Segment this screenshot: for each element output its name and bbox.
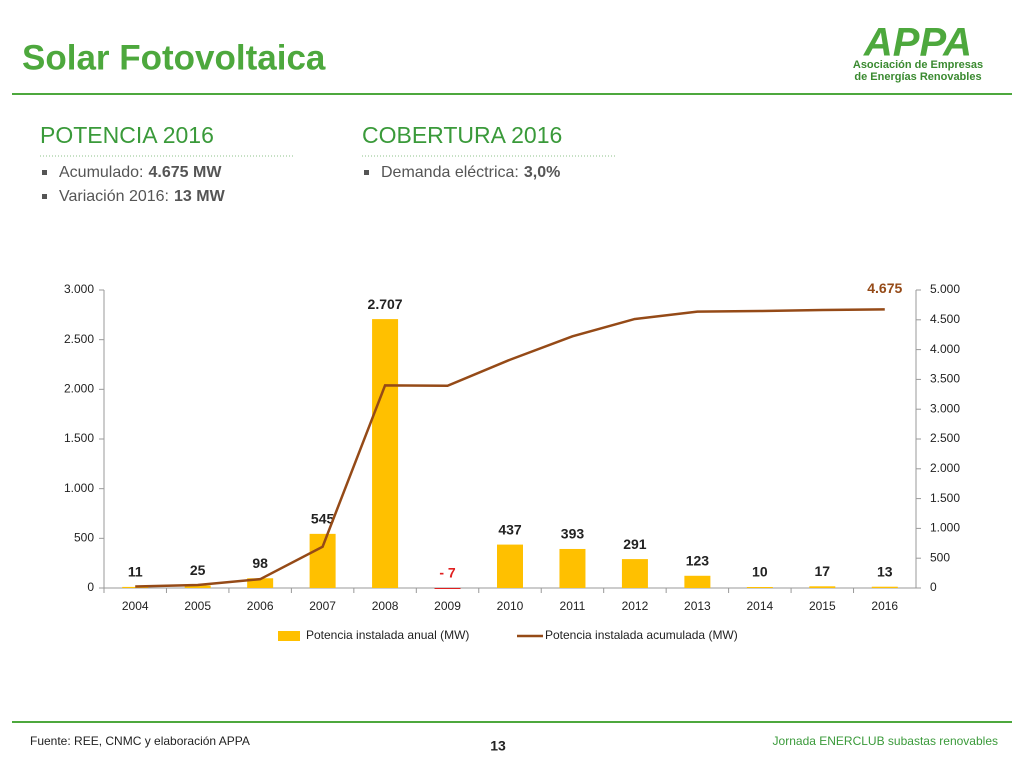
x-tick-label: 2012 bbox=[622, 599, 649, 613]
bullet-marker bbox=[42, 194, 47, 199]
x-tick-label: 2009 bbox=[434, 599, 461, 613]
bullet-text: Variación 2016: 13 MW bbox=[59, 188, 226, 205]
x-tick-label: 2016 bbox=[871, 599, 898, 613]
line-value-label: 4.675 bbox=[867, 280, 902, 296]
y2-tick-label: 5.000 bbox=[930, 282, 960, 296]
bar bbox=[122, 586, 149, 588]
chart: 0 500 1.000 1.500 2.000 2.500 3.000 0 500 1.000 1.… bbox=[64, 280, 960, 642]
bar bbox=[746, 587, 773, 589]
bar-value-label: 291 bbox=[623, 536, 647, 552]
bar bbox=[621, 559, 648, 588]
bullet-text: Acumulado: 4.675 MW bbox=[59, 164, 222, 181]
x-tick-label: 2013 bbox=[684, 599, 711, 613]
bar bbox=[684, 575, 711, 588]
y2-tick-label: 1.000 bbox=[930, 521, 960, 535]
y2-tick-label: 4.000 bbox=[930, 342, 960, 356]
y2-tick-label: 3.000 bbox=[930, 401, 960, 415]
bar bbox=[559, 548, 586, 588]
section-heading: COBERTURA 2016 bbox=[362, 122, 562, 148]
bar bbox=[309, 533, 336, 588]
bullet-value: 3,0% bbox=[524, 164, 560, 181]
logo-text: Asociación de Empresas bbox=[853, 59, 983, 71]
y-tick-label: 500 bbox=[74, 531, 94, 545]
logo-text: de Energías Renovables bbox=[854, 71, 981, 83]
legend-swatch bbox=[278, 631, 300, 641]
slide-title: Solar Fotovoltaica bbox=[22, 38, 326, 77]
bullet-value: 13 MW bbox=[174, 188, 226, 205]
y2-tick-label: 1.500 bbox=[930, 491, 960, 505]
bullet-marker bbox=[42, 170, 47, 175]
bar-value-label: 123 bbox=[686, 552, 710, 568]
bar-value-label: - 7 bbox=[439, 565, 456, 581]
bar bbox=[372, 319, 399, 588]
bullet-label: Acumulado: bbox=[59, 164, 144, 181]
x-tick-label: 2004 bbox=[122, 599, 149, 613]
bar bbox=[809, 586, 836, 588]
y2-tick-label: 500 bbox=[930, 550, 950, 564]
bullet-label: Demanda eléctrica: bbox=[381, 164, 519, 181]
bullet-text: Demanda eléctrica: 3,0% bbox=[381, 164, 560, 181]
x-tick-label: 2011 bbox=[560, 599, 586, 613]
x-tick-label: 2006 bbox=[247, 599, 274, 613]
bar-value-label: 25 bbox=[190, 562, 206, 578]
logo: APPA bbox=[863, 21, 972, 65]
x-tick-label: 2008 bbox=[372, 599, 399, 613]
y2-tick-label: 4.500 bbox=[930, 312, 960, 326]
bar-value-label: 98 bbox=[252, 555, 268, 571]
y-tick-label: 3.000 bbox=[64, 282, 94, 296]
footer-event: Jornada ENERCLUB subastas renovables bbox=[773, 734, 998, 748]
bar bbox=[434, 588, 461, 589]
y-tick-label: 1.000 bbox=[64, 481, 94, 495]
bar-value-label: 10 bbox=[752, 564, 768, 580]
bar bbox=[871, 586, 898, 588]
bullet-marker bbox=[364, 170, 369, 175]
bar bbox=[184, 585, 211, 588]
bar-value-label: 11 bbox=[128, 564, 143, 580]
section-heading: POTENCIA 2016 bbox=[40, 122, 214, 148]
x-tick-label: 2014 bbox=[746, 599, 773, 613]
bar-value-label: 393 bbox=[561, 526, 585, 542]
y2-tick-label: 0 bbox=[930, 580, 937, 594]
x-tick-label: 2007 bbox=[309, 599, 336, 613]
bullet-value: 4.675 MW bbox=[149, 164, 223, 181]
bar-value-label: 13 bbox=[877, 563, 893, 579]
legend-label: Potencia instalada anual (MW) bbox=[306, 628, 469, 642]
bar bbox=[247, 578, 274, 588]
bar-value-label: 437 bbox=[498, 521, 522, 537]
bullets: Acumulado: 4.675 MW Variación 2016: 13 MW De… bbox=[42, 164, 560, 205]
legend-label: Potencia instalada acumulada (MW) bbox=[545, 628, 738, 642]
y2-tick-label: 2.500 bbox=[930, 431, 960, 445]
footer-source: Fuente: REE, CNMC y elaboración APPA bbox=[30, 734, 250, 748]
bullet-label: Variación 2016: bbox=[59, 188, 169, 205]
x-tick-label: 2010 bbox=[497, 599, 524, 613]
bar-value-label: 545 bbox=[311, 511, 335, 527]
y-tick-label: 0 bbox=[87, 580, 94, 594]
bar bbox=[497, 544, 523, 588]
y-tick-label: 2.500 bbox=[64, 332, 94, 346]
x-tick-label: 2015 bbox=[809, 599, 836, 613]
page-number: 13 bbox=[490, 738, 506, 754]
x-tick-label: 2005 bbox=[184, 599, 211, 613]
y2-tick-label: 2.000 bbox=[930, 461, 960, 475]
y-tick-label: 1.500 bbox=[64, 431, 94, 445]
line bbox=[135, 308, 885, 588]
bar-value-label: 2.707 bbox=[368, 296, 403, 312]
y2-tick-label: 3.500 bbox=[930, 372, 960, 386]
y-tick-label: 2.000 bbox=[64, 382, 94, 396]
bar-value-label: 17 bbox=[815, 563, 831, 579]
